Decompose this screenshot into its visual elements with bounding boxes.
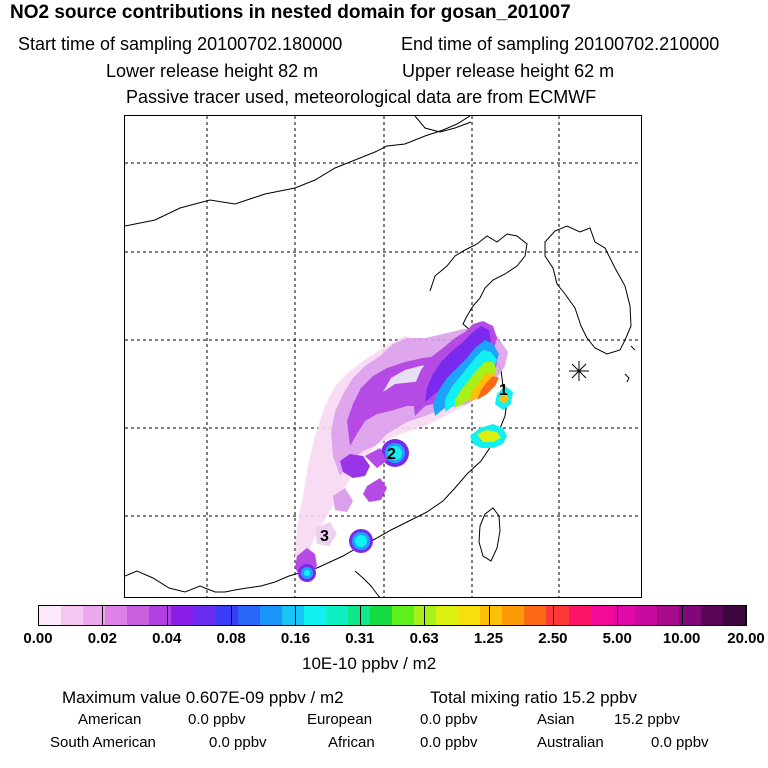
source-label-2: 2 bbox=[387, 446, 396, 463]
colorbar-swatch bbox=[325, 606, 348, 625]
colorbar-swatch bbox=[193, 606, 216, 625]
colorbar-swatch bbox=[39, 606, 62, 625]
graticule bbox=[125, 116, 641, 597]
colorbar-swatch bbox=[722, 606, 745, 625]
upper-release-label: Upper release height 62 m bbox=[402, 61, 615, 81]
colorbar-swatch bbox=[83, 606, 106, 625]
colorbar-swatch bbox=[700, 606, 723, 625]
colorbar-divider bbox=[553, 605, 554, 626]
african-label: African bbox=[328, 734, 375, 751]
colorbar-tick-label: 0.08 bbox=[216, 630, 246, 647]
colorbar-divider bbox=[102, 605, 103, 626]
asian-value: 15.2 ppbv bbox=[614, 711, 680, 728]
colorbar-swatch bbox=[259, 606, 282, 625]
colorbar-tick-label: 1.25 bbox=[473, 630, 504, 647]
colorbar-divider bbox=[38, 605, 39, 626]
south-american-value: 0.0 ppbv bbox=[209, 734, 267, 751]
plot-title: NO2 source contributions in nested domai… bbox=[10, 2, 571, 23]
lower-release-label: Lower release height 82 m bbox=[106, 61, 319, 81]
colorbar-swatch bbox=[303, 606, 326, 625]
colorbar-swatch bbox=[392, 606, 415, 625]
asian-label: Asian bbox=[537, 711, 575, 728]
map-panel: 1 2 3 bbox=[124, 115, 642, 598]
colorbar-swatch bbox=[524, 606, 547, 625]
colorbar-swatch bbox=[458, 606, 481, 625]
colorbar-divider bbox=[617, 605, 618, 626]
colorbar-swatch bbox=[105, 606, 128, 625]
colorbar-tick-label: 0.04 bbox=[152, 630, 182, 647]
end-time-label: End time of sampling 20100702.210000 bbox=[401, 34, 720, 54]
colorbar-swatch bbox=[678, 606, 701, 625]
total-mixing-label: Total mixing ratio 15.2 ppbv bbox=[430, 688, 637, 707]
max-value-label: Maximum value 0.607E-09 ppbv / m2 bbox=[62, 688, 344, 707]
colorbar-divider bbox=[489, 605, 490, 626]
colorbar-swatch bbox=[546, 606, 569, 625]
tracer-note: Passive tracer used, meteorological data… bbox=[126, 87, 597, 107]
colorbar-swatch bbox=[61, 606, 84, 625]
colorbar-swatch bbox=[590, 606, 613, 625]
colorbar-swatch bbox=[281, 606, 304, 625]
colorbar-tick-label: 0.00 bbox=[23, 630, 53, 647]
european-label: European bbox=[307, 711, 373, 728]
colorbar-tick-label: 5.00 bbox=[602, 630, 632, 647]
colorbar-divider bbox=[424, 605, 425, 626]
african-value: 0.0 ppbv bbox=[420, 734, 478, 751]
european-value: 0.0 ppbv bbox=[420, 711, 478, 728]
colorbar-swatch bbox=[215, 606, 238, 625]
colorbar-swatch bbox=[171, 606, 194, 625]
american-label: American bbox=[78, 711, 142, 728]
australian-value: 0.0 ppbv bbox=[651, 734, 709, 751]
colorbar-tick-label: 0.63 bbox=[409, 630, 439, 647]
australian-label: Australian bbox=[537, 734, 604, 751]
source-label-3: 3 bbox=[320, 528, 329, 545]
colorbar-swatch bbox=[347, 606, 370, 625]
colorbar-swatch bbox=[568, 606, 591, 625]
colorbar-divider bbox=[746, 605, 747, 626]
american-value: 0.0 ppbv bbox=[188, 711, 246, 728]
colorbar-swatch bbox=[612, 606, 635, 625]
colorbar-divider bbox=[167, 605, 168, 626]
colorbar-swatch bbox=[502, 606, 525, 625]
colorbar-swatch bbox=[656, 606, 679, 625]
colorbar-swatch bbox=[369, 606, 392, 625]
colorbar-swatch bbox=[237, 606, 260, 625]
colorbar-units: 10E-10 ppbv / m2 bbox=[302, 654, 437, 673]
colorbar bbox=[38, 605, 746, 626]
colorbar-divider bbox=[360, 605, 361, 626]
source-label-1: 1 bbox=[499, 382, 508, 399]
colorbar-tick-label: 0.02 bbox=[87, 630, 117, 647]
colorbar-divider bbox=[231, 605, 232, 626]
asterisk-icon bbox=[569, 361, 589, 381]
colorbar-swatch bbox=[634, 606, 657, 625]
colorbar-swatch bbox=[149, 606, 172, 625]
map-canvas bbox=[125, 116, 641, 597]
colorbar-tick-label: 0.16 bbox=[280, 630, 311, 647]
colorbar-swatch bbox=[480, 606, 503, 625]
colorbar-tick-label: 20.00 bbox=[727, 630, 765, 647]
colorbar-tick-label: 10.00 bbox=[662, 630, 701, 647]
concentration-plume bbox=[295, 321, 513, 586]
colorbar-swatch bbox=[436, 606, 459, 625]
colorbar-tick-label: 0.31 bbox=[345, 630, 375, 647]
south-american-label: South American bbox=[50, 734, 156, 751]
colorbar-tick-label: 2.50 bbox=[538, 630, 568, 647]
colorbar-divider bbox=[682, 605, 683, 626]
colorbar-swatch bbox=[414, 606, 437, 625]
colorbar-swatch bbox=[127, 606, 150, 625]
colorbar-divider bbox=[295, 605, 296, 626]
start-time-label: Start time of sampling 20100702.180000 bbox=[18, 34, 343, 54]
